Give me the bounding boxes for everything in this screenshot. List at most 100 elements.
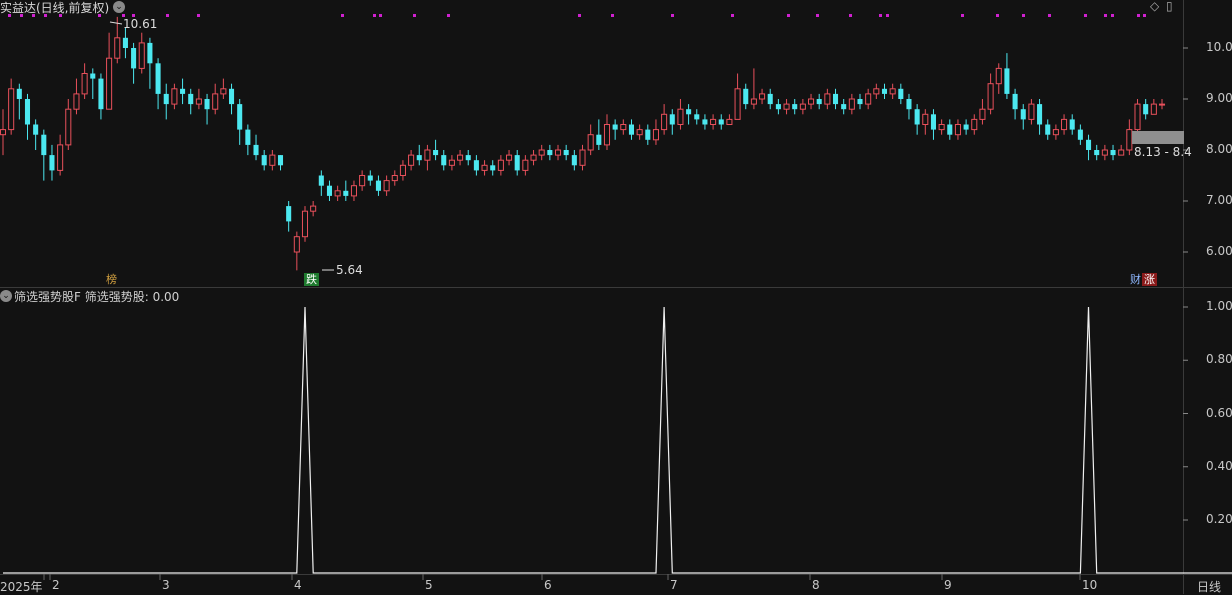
signal-marker <box>373 14 376 17</box>
high-price-label: 10.61 <box>123 17 158 31</box>
candle-body <box>301 210 309 238</box>
diamond-icon[interactable]: ◇ <box>1150 0 1160 13</box>
tag-bang[interactable]: 榜 <box>106 273 117 286</box>
candle-body <box>971 118 978 131</box>
signal-marker <box>1137 14 1140 17</box>
candle-body <box>1037 104 1043 125</box>
candle-body <box>963 124 969 130</box>
y-tick-label: 10.00 <box>1206 40 1232 54</box>
candle-body <box>1134 103 1141 131</box>
candle-body <box>1069 119 1075 130</box>
candle-body <box>155 63 161 94</box>
candle-body <box>424 149 431 161</box>
candle-body <box>767 93 773 105</box>
candle-body <box>343 190 349 196</box>
indicator-y-tick-label: 0.60 <box>1206 405 1232 420</box>
candle-body <box>922 113 929 126</box>
candle-body <box>898 88 904 99</box>
tag-cai[interactable]: 财 <box>1130 273 1141 286</box>
signal-marker <box>886 14 889 17</box>
candle-body <box>686 109 692 115</box>
signal-marker <box>20 14 23 17</box>
candle-body <box>286 206 292 222</box>
candle-body <box>334 190 341 197</box>
candle-body <box>530 154 537 161</box>
signal-marker <box>341 14 344 17</box>
candle-body <box>57 144 64 171</box>
candle-body <box>702 119 708 125</box>
candle-body <box>163 93 169 105</box>
candle-body <box>138 42 145 69</box>
candle-body <box>310 205 317 212</box>
candle-body <box>710 118 717 126</box>
indicator-y-tick-label: 0.40 <box>1206 458 1232 473</box>
candle-body <box>571 155 577 166</box>
candle-body <box>873 88 880 95</box>
candle-body <box>1150 103 1157 115</box>
indicator-line <box>3 306 1232 574</box>
panel-toggle-icon[interactable]: ▯ <box>1166 0 1173 13</box>
period-label[interactable]: 日线 <box>1197 580 1222 594</box>
candle-body <box>1143 104 1149 115</box>
high-pointer <box>109 21 123 25</box>
x-tick-label: 10 <box>1082 578 1098 592</box>
candle-body <box>465 155 471 161</box>
candle-body <box>1158 103 1166 106</box>
x-tick-label: 6 <box>544 578 552 592</box>
candle-body <box>1118 149 1125 156</box>
tag-die[interactable]: 跌 <box>304 273 319 286</box>
candle-body <box>563 150 569 156</box>
candle-body <box>293 236 300 253</box>
candle-body <box>1094 150 1100 156</box>
signal-marker <box>1104 14 1107 17</box>
signal-marker <box>996 14 999 17</box>
candle-body <box>832 93 839 105</box>
candle-body <box>171 88 178 105</box>
candle-body <box>750 98 757 105</box>
signal-marker <box>166 14 169 17</box>
candle-body <box>947 124 953 135</box>
candle-body <box>930 114 936 130</box>
candle-body <box>41 134 47 156</box>
candle-body <box>490 165 496 171</box>
candle-body <box>1020 109 1026 120</box>
chevron-down-icon[interactable]: ⌄ <box>113 1 125 13</box>
indicator-settings-icon[interactable]: ⌄ <box>0 290 12 302</box>
candle-body <box>220 88 227 95</box>
candle-body <box>677 108 684 125</box>
y-tick-label: 7.00 <box>1206 193 1232 207</box>
candle-body <box>628 124 635 135</box>
candle-body <box>245 129 251 145</box>
candle-body <box>694 114 700 120</box>
candle-body <box>122 37 128 48</box>
x-tick-label: 2025年 <box>0 580 43 594</box>
candle-body <box>1028 103 1035 120</box>
signal-marker <box>8 14 11 17</box>
candle-body <box>180 88 186 94</box>
signal-marker <box>849 14 852 17</box>
candle-body <box>73 93 80 110</box>
candle-body <box>987 83 994 110</box>
candle-body <box>792 104 798 110</box>
candle-body <box>65 108 72 146</box>
candle-body <box>889 88 896 95</box>
candle-body <box>114 37 121 59</box>
x-tick-label: 5 <box>425 578 433 592</box>
tag-zhang[interactable]: 涨 <box>1142 273 1157 286</box>
indicator-label: 筛选强势股F 筛选强势股: 0.00 <box>14 290 180 304</box>
candle-body <box>841 104 847 110</box>
candle-body <box>106 57 113 110</box>
candle-body <box>195 98 202 105</box>
x-tick-label: 8 <box>812 578 820 592</box>
signal-marker <box>1143 14 1146 17</box>
signal-marker <box>787 14 790 17</box>
signal-marker <box>197 14 200 17</box>
candle-body <box>229 88 235 105</box>
signal-marker <box>611 14 614 17</box>
candle-body <box>612 124 618 130</box>
candle-body <box>538 149 545 156</box>
signal-marker <box>578 14 581 17</box>
candle-body <box>514 155 520 171</box>
candle-body <box>979 108 986 120</box>
